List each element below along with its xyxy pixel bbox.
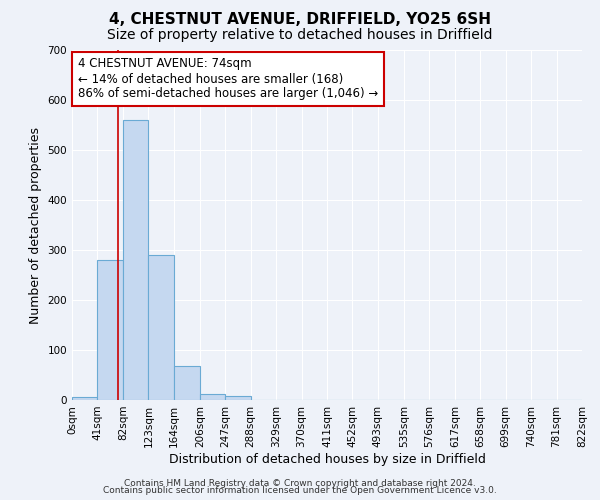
Text: Contains HM Land Registry data © Crown copyright and database right 2024.: Contains HM Land Registry data © Crown c… [124,478,476,488]
Bar [97,260,123,400]
Bar [72,396,97,400]
Bar [225,396,251,400]
Y-axis label: Number of detached properties: Number of detached properties [29,126,42,324]
Text: 4 CHESTNUT AVENUE: 74sqm
← 14% of detached houses are smaller (168)
86% of semi-: 4 CHESTNUT AVENUE: 74sqm ← 14% of detach… [78,58,379,100]
Bar [174,366,200,400]
Bar [148,255,174,400]
Text: Size of property relative to detached houses in Driffield: Size of property relative to detached ho… [107,28,493,42]
Bar [123,120,148,400]
Bar [200,394,225,400]
Text: 4, CHESTNUT AVENUE, DRIFFIELD, YO25 6SH: 4, CHESTNUT AVENUE, DRIFFIELD, YO25 6SH [109,12,491,28]
Text: Contains public sector information licensed under the Open Government Licence v3: Contains public sector information licen… [103,486,497,495]
X-axis label: Distribution of detached houses by size in Driffield: Distribution of detached houses by size … [169,452,485,466]
